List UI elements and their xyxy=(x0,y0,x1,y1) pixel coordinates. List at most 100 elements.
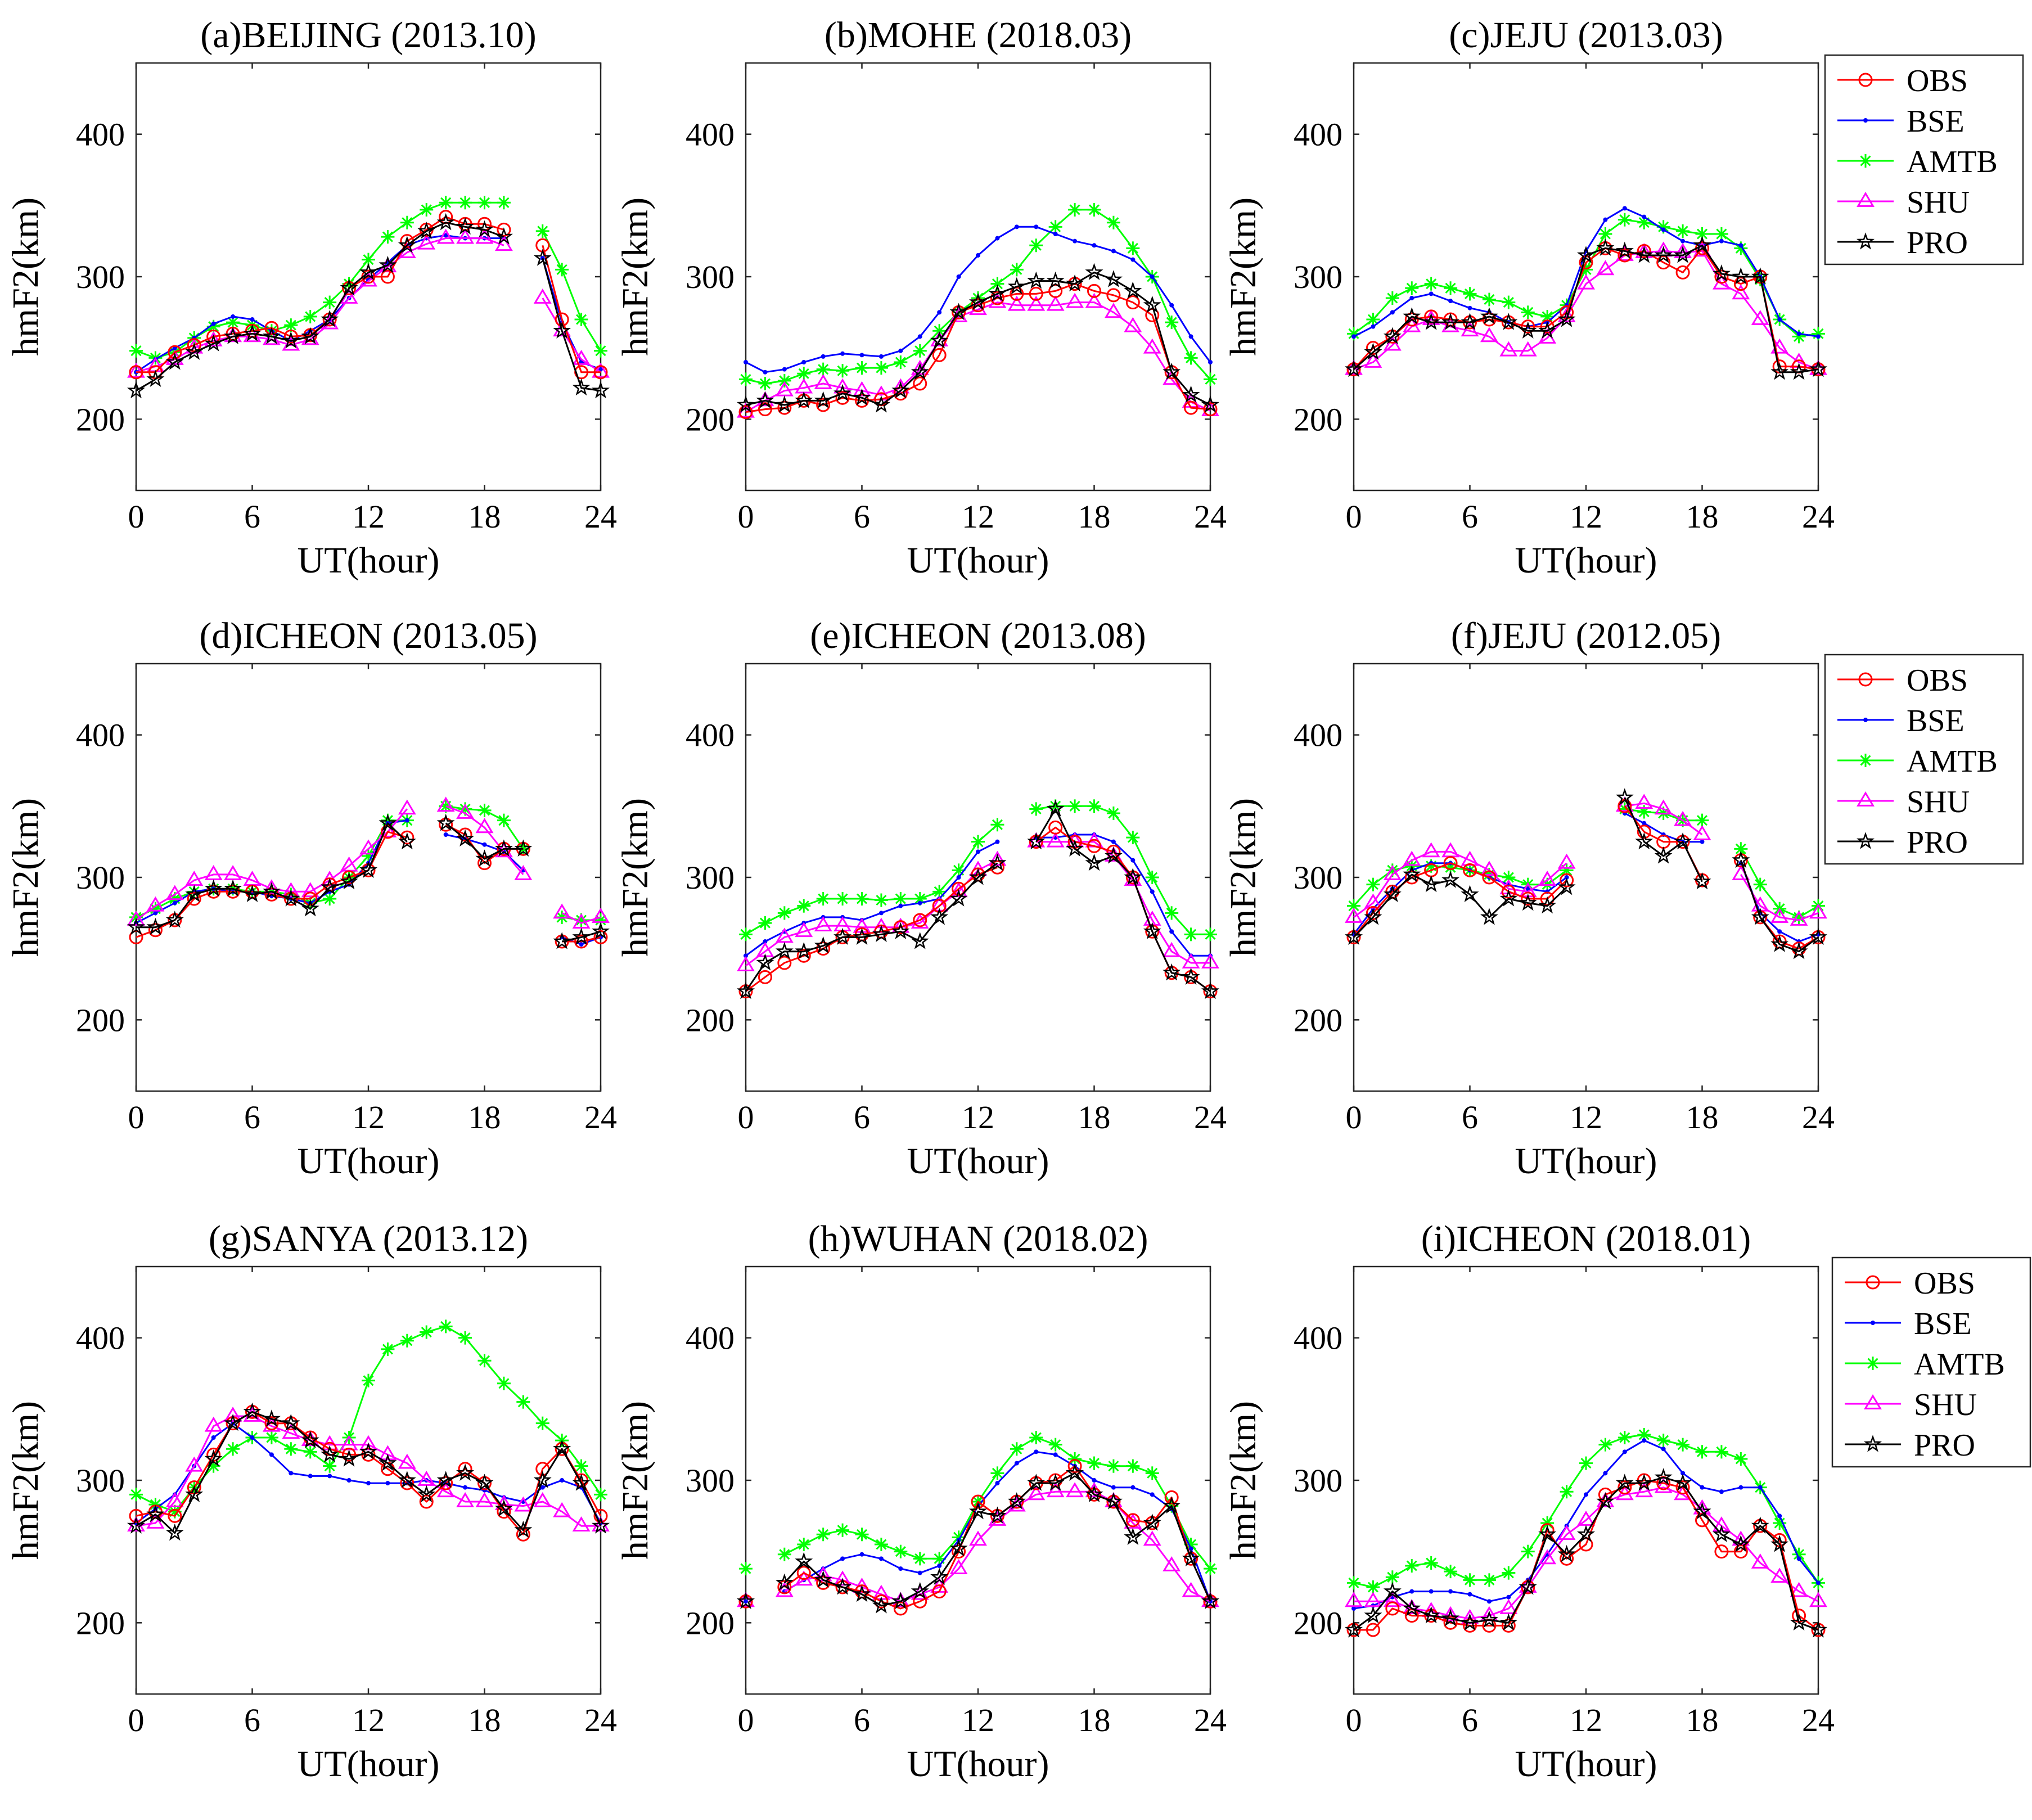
data-point xyxy=(956,274,961,279)
data-point xyxy=(1809,359,1827,375)
data-point xyxy=(840,1556,845,1561)
data-point xyxy=(1661,1447,1666,1452)
data-point xyxy=(1163,1556,1181,1571)
series-line xyxy=(1353,1476,1819,1631)
data-point xyxy=(937,1564,942,1568)
legend-label-pro: PRO xyxy=(1914,1428,1975,1463)
data-point xyxy=(952,881,966,896)
data-point xyxy=(872,1596,890,1614)
data-point xyxy=(1106,215,1120,229)
data-point xyxy=(362,1373,375,1387)
data-point xyxy=(1405,1559,1419,1573)
data-point xyxy=(1383,885,1402,902)
data-point xyxy=(1125,1513,1140,1528)
data-point xyxy=(1576,246,1596,263)
data-point xyxy=(1027,832,1046,850)
data-point xyxy=(859,353,864,358)
series-line xyxy=(1740,874,1819,921)
data-point xyxy=(1201,981,1220,999)
legend-marker xyxy=(1858,73,1873,87)
data-point xyxy=(1422,1606,1440,1624)
data-point xyxy=(1790,1582,1808,1597)
data-point xyxy=(971,1494,985,1509)
data-point xyxy=(988,853,1007,871)
data-point xyxy=(855,361,869,375)
data-point xyxy=(913,376,927,391)
data-point xyxy=(1143,338,1161,354)
data-point xyxy=(737,956,755,971)
data-point xyxy=(1809,1592,1827,1607)
y-axis-label: hmF2(km) xyxy=(1223,798,1264,957)
data-point xyxy=(756,391,774,407)
legend-marker xyxy=(1856,232,1875,250)
plot-area xyxy=(1353,663,1819,1092)
y-axis-label: hmF2(km) xyxy=(1223,197,1264,356)
series-line xyxy=(1036,841,1210,964)
data-point xyxy=(417,222,436,239)
data-point xyxy=(146,896,165,912)
data-point xyxy=(1675,265,1690,280)
data-point xyxy=(553,321,571,339)
x-tick-label: 6 xyxy=(1462,1702,1478,1738)
data-point xyxy=(146,917,165,935)
data-point xyxy=(482,842,487,847)
y-tick-label: 400 xyxy=(1294,116,1342,153)
data-point xyxy=(224,1407,242,1422)
data-point xyxy=(1734,842,1748,856)
y-axis-label: hmF2(km) xyxy=(615,798,656,957)
data-point xyxy=(855,1528,869,1542)
data-point xyxy=(321,1445,339,1462)
data-point xyxy=(1502,1566,1516,1580)
x-tick-label: 18 xyxy=(1078,1702,1111,1738)
data-point xyxy=(853,381,871,397)
data-point xyxy=(380,269,395,284)
series-line xyxy=(1624,797,1703,882)
data-point xyxy=(477,1354,492,1368)
data-point xyxy=(574,1459,588,1473)
panel-title: (c)JEJU (2013.03) xyxy=(1449,15,1723,56)
legend-label-shu: SHU xyxy=(1907,185,1970,220)
data-point xyxy=(1126,1459,1140,1473)
data-point xyxy=(1519,893,1537,911)
y-tick-label: 400 xyxy=(76,116,125,153)
data-point xyxy=(1700,1485,1705,1490)
data-point xyxy=(956,875,961,880)
data-point xyxy=(853,927,871,945)
data-point xyxy=(1525,886,1530,891)
legend-marker xyxy=(1857,192,1875,207)
data-point xyxy=(187,891,201,906)
data-point xyxy=(1560,863,1574,877)
data-point xyxy=(1364,343,1382,360)
x-tick-label: 6 xyxy=(1462,498,1478,535)
data-point xyxy=(739,1562,753,1576)
data-point xyxy=(1351,334,1356,339)
x-axis-label: UT(hour) xyxy=(1515,1744,1657,1785)
data-point xyxy=(1345,907,1363,923)
data-point xyxy=(1344,1620,1363,1638)
data-point xyxy=(1751,1553,1769,1569)
series-amtb xyxy=(1347,213,1825,344)
data-point xyxy=(340,872,358,890)
data-point xyxy=(1073,238,1078,244)
data-point xyxy=(340,1449,358,1467)
x-tick-label: 0 xyxy=(1346,1702,1362,1738)
data-point xyxy=(1188,1546,1193,1551)
data-point xyxy=(342,1447,357,1462)
y-tick-label: 300 xyxy=(1294,859,1342,896)
data-point xyxy=(475,220,494,237)
data-point xyxy=(1463,1618,1477,1633)
data-point xyxy=(1796,1556,1801,1561)
data-point xyxy=(775,381,794,397)
data-point xyxy=(930,331,949,346)
data-point xyxy=(1443,1615,1458,1630)
data-point xyxy=(777,956,792,970)
x-axis-label: UT(hour) xyxy=(907,1141,1049,1182)
data-point xyxy=(593,930,608,944)
data-point xyxy=(949,1539,968,1557)
data-point xyxy=(859,1552,864,1557)
data-point xyxy=(816,892,830,906)
data-point xyxy=(165,885,184,900)
data-point xyxy=(1201,395,1220,413)
data-point xyxy=(1409,296,1414,300)
data-point xyxy=(744,360,748,364)
